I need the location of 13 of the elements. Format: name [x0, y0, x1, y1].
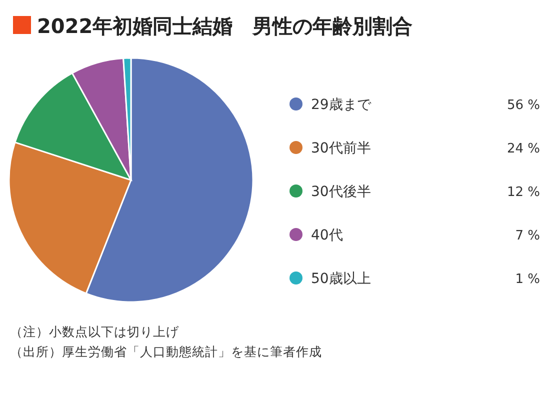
text: （注）小数点以下は切り上げ — [10, 324, 180, 339]
data-label: 1 % — [515, 272, 540, 287]
text: （出所）厚生労働省「人口動態統計」を基に筆者作成 — [10, 344, 322, 359]
data-label: 12 % — [506, 185, 540, 200]
data-label: 7 % — [515, 228, 540, 244]
legend-label: 29歳まで — [311, 97, 372, 113]
data-label: 24 % — [506, 142, 540, 156]
chart-title: 2022年初婚同士結婚 男性の年齢別割合 — [37, 14, 413, 38]
legend-label: 40代 — [311, 228, 343, 244]
legend-label: 30代前半 — [311, 140, 371, 156]
data-label: 56 % — [506, 98, 540, 113]
legend-label: 30代後半 — [311, 184, 371, 200]
legend-label: 50歳以上 — [311, 271, 371, 287]
